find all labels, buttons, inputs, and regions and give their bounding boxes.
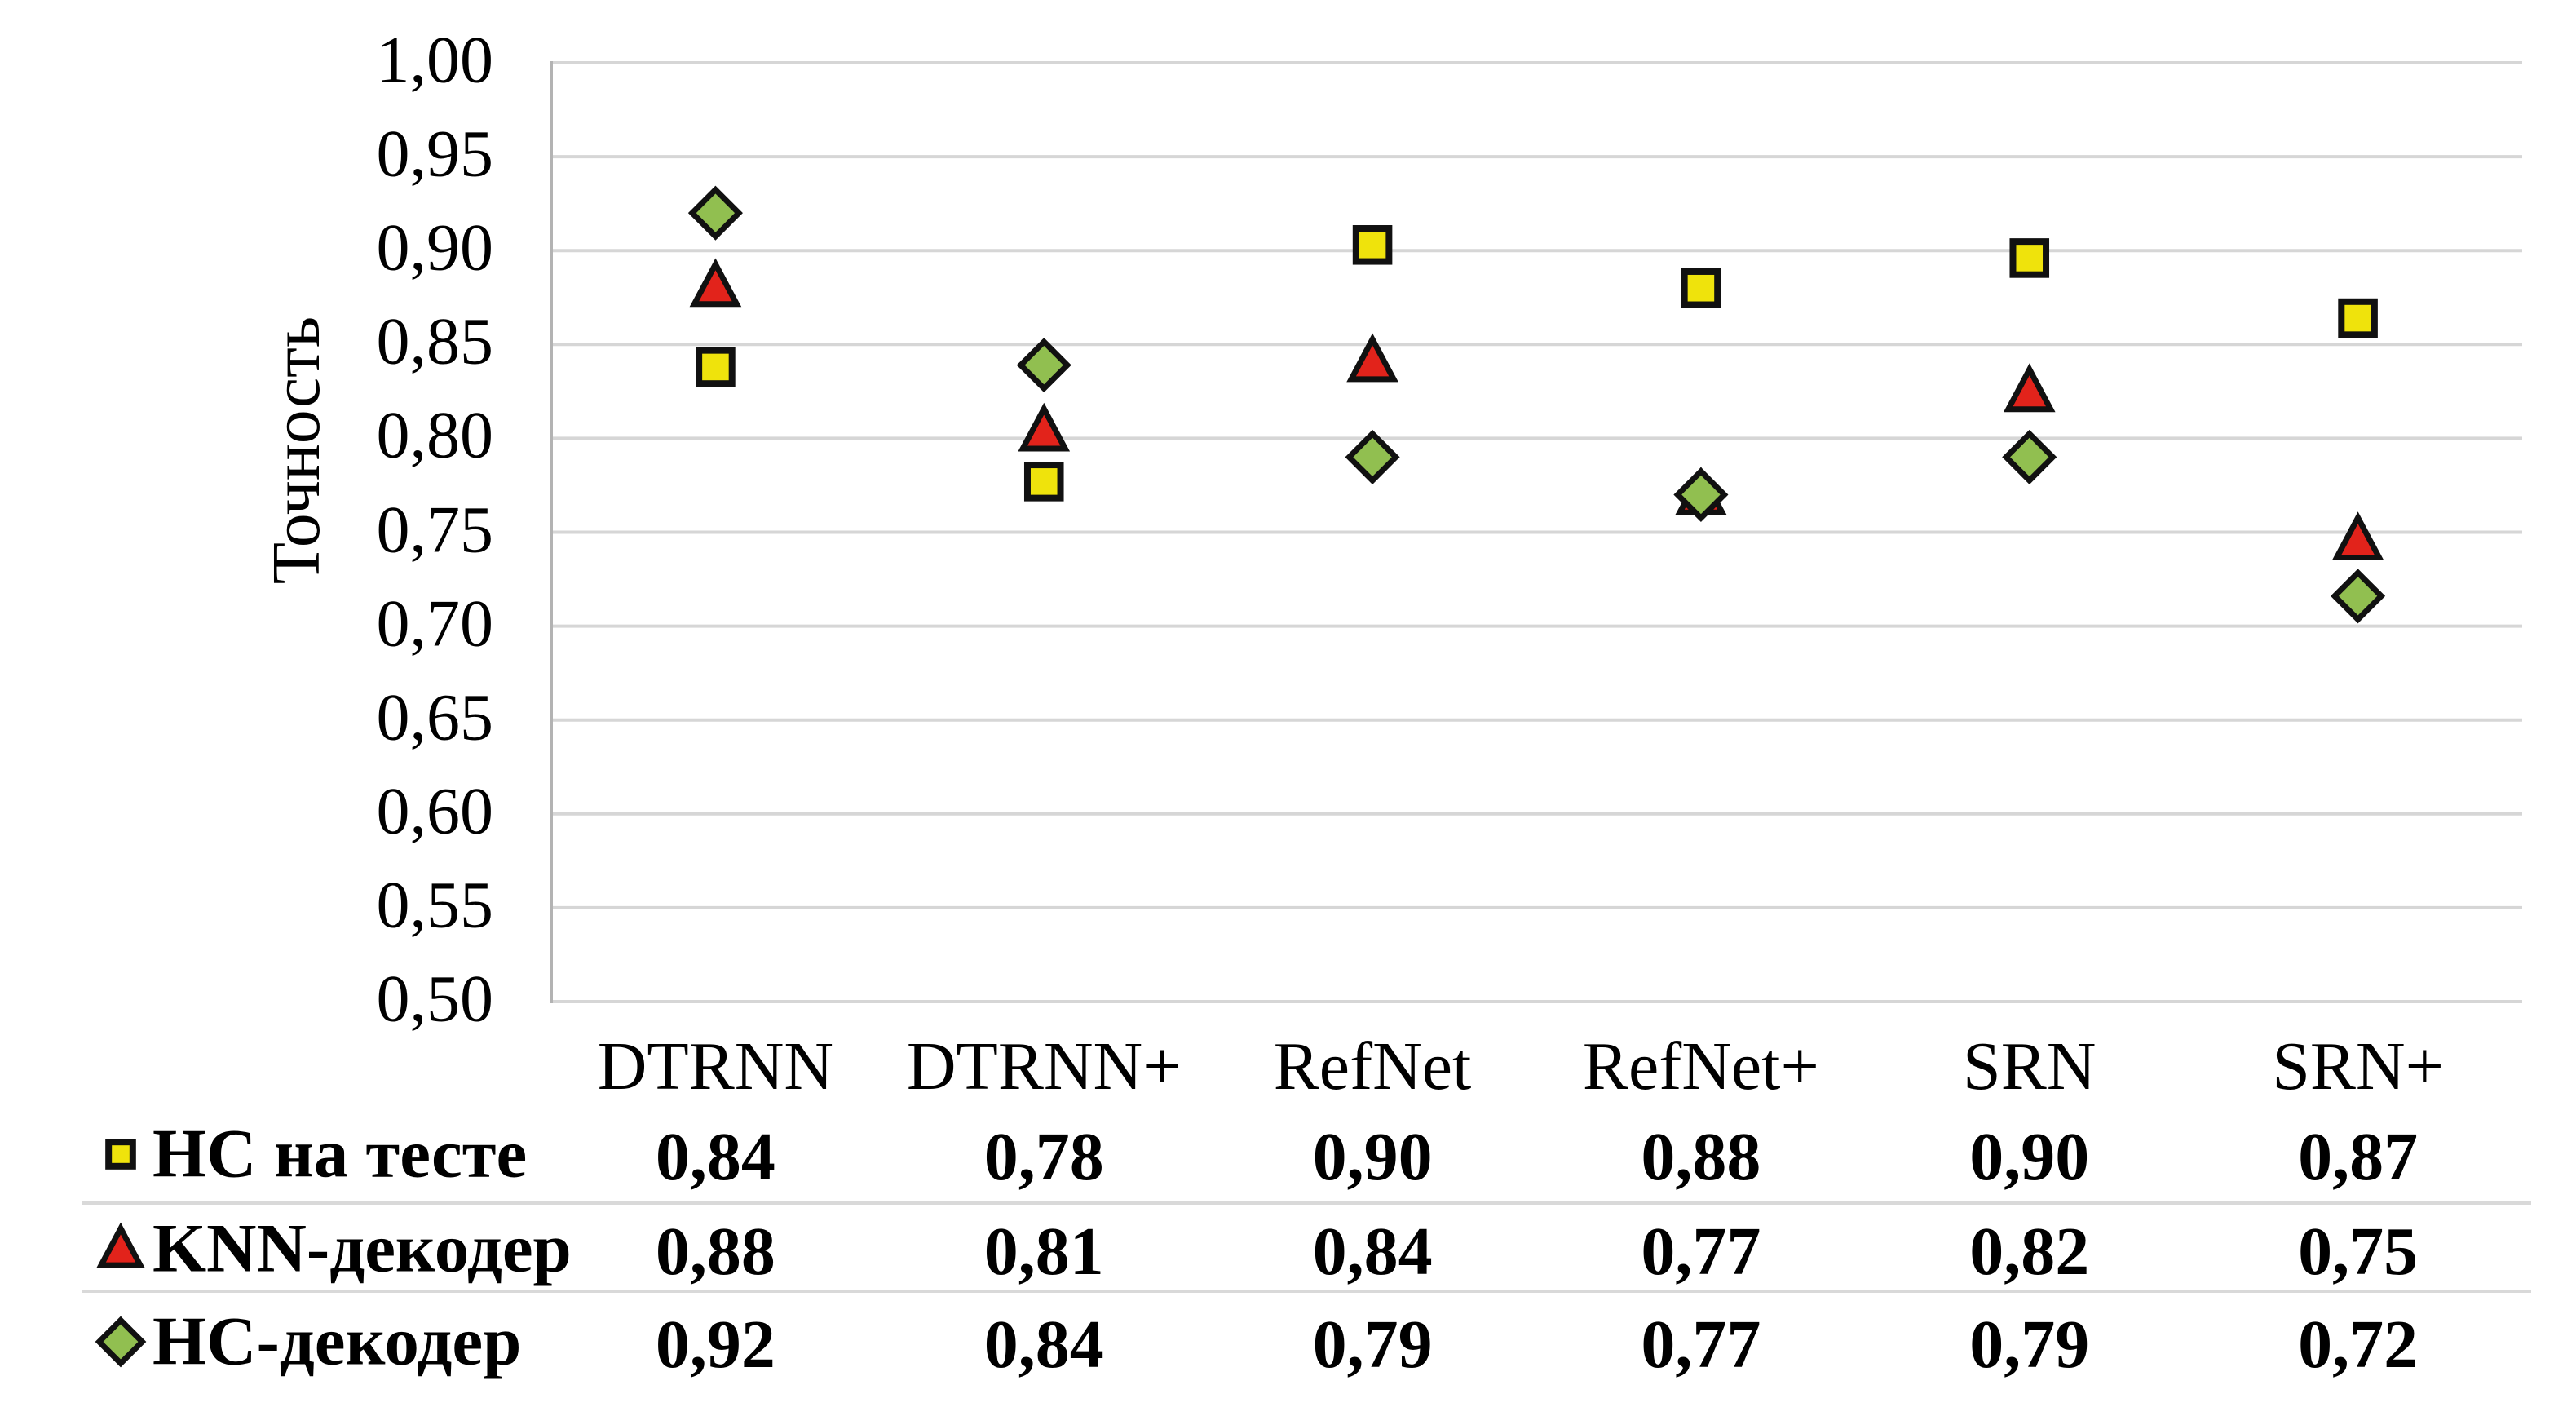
y-tick-label: 0,95 <box>376 116 494 191</box>
series-label-3: НС-декодер <box>152 1303 522 1380</box>
table-cell-RefNet+-row3: 0,77 <box>1641 1307 1761 1383</box>
marker-triangle-SRN+ <box>2331 511 2384 561</box>
marker-square-RefNet <box>1352 225 1393 265</box>
x-axis-label-RefNet+: RefNet+ <box>1582 1029 1819 1104</box>
x-axis-label-DTRNN+: DTRNN+ <box>906 1029 1182 1104</box>
series-label-2: KNN-декодер <box>152 1210 572 1287</box>
table-row-separator <box>82 1290 2531 1293</box>
marker-square-SRN <box>2009 238 2050 278</box>
table-cell-SRN+-row3: 0,72 <box>2298 1307 2419 1383</box>
table-cell-SRN+-row2: 0,75 <box>2298 1214 2419 1290</box>
y-tick-label: 0,75 <box>376 492 494 567</box>
square-legend-icon <box>105 1139 136 1170</box>
y-tick-label: 0,60 <box>376 773 494 848</box>
x-axis-label-DTRNN: DTRNN <box>597 1029 834 1104</box>
marker-diamond-SRN+ <box>2331 569 2386 624</box>
marker-diamond-DTRNN+ <box>1016 338 1071 393</box>
y-tick-label: 0,70 <box>376 586 494 661</box>
table-cell-SRN-row3: 0,79 <box>1969 1307 2090 1383</box>
table-cell-SRN+-row1: 0,87 <box>2298 1119 2419 1195</box>
table-cell-DTRNN-row2: 0,88 <box>655 1214 775 1290</box>
series-label-1: НС на тесте <box>152 1115 528 1192</box>
table-cell-RefNet-row2: 0,84 <box>1312 1214 1433 1290</box>
marker-square-DTRNN <box>696 347 736 387</box>
table-cell-DTRNN-row3: 0,92 <box>655 1307 775 1383</box>
table-row-separator <box>82 1201 2531 1205</box>
triangle-legend-icon <box>96 1222 145 1268</box>
x-axis-label-SRN: SRN <box>1963 1029 2097 1104</box>
y-tick-label: 1,00 <box>376 22 494 97</box>
marker-square-SRN+ <box>2338 298 2378 338</box>
table-cell-RefNet+-row2: 0,77 <box>1641 1214 1761 1290</box>
marker-diamond-DTRNN <box>687 185 743 241</box>
table-cell-RefNet+-row1: 0,88 <box>1641 1119 1761 1195</box>
table-cell-DTRNN+-row3: 0,84 <box>983 1307 1104 1383</box>
y-tick-label: 0,55 <box>376 867 494 942</box>
table-cell-DTRNN-row1: 0,84 <box>655 1119 775 1195</box>
y-tick-label: 0,65 <box>376 679 494 754</box>
diamond-legend-icon <box>95 1316 147 1368</box>
y-tick-label: 0,80 <box>376 398 494 473</box>
table-cell-RefNet-row3: 0,79 <box>1312 1307 1433 1383</box>
y-tick-label: 0,50 <box>376 961 494 1036</box>
table-cell-SRN-row2: 0,82 <box>1969 1214 2090 1290</box>
x-axis-label-SRN+: SRN+ <box>2272 1029 2444 1104</box>
marker-triangle-SRN <box>2003 363 2056 413</box>
marker-triangle-DTRNN <box>689 258 742 308</box>
table-cell-DTRNN+-row2: 0,81 <box>983 1214 1104 1290</box>
x-axis-label-RefNet: RefNet <box>1273 1029 1472 1104</box>
marker-square-DTRNN+ <box>1023 462 1064 502</box>
marker-triangle-DTRNN+ <box>1018 402 1071 452</box>
marker-square-RefNet+ <box>1681 268 1721 308</box>
y-tick-label: 0,85 <box>376 304 494 379</box>
marker-triangle-RefNet <box>1346 333 1398 383</box>
marker-diamond-RefNet+ <box>1673 467 1729 523</box>
table-cell-SRN-row1: 0,90 <box>1969 1119 2090 1195</box>
y-tick-label: 0,90 <box>376 210 494 285</box>
marker-diamond-RefNet <box>1345 429 1400 484</box>
table-cell-RefNet-row1: 0,90 <box>1312 1119 1433 1195</box>
table-cell-DTRNN+-row1: 0,78 <box>983 1119 1104 1195</box>
marker-diamond-SRN <box>2002 429 2057 484</box>
